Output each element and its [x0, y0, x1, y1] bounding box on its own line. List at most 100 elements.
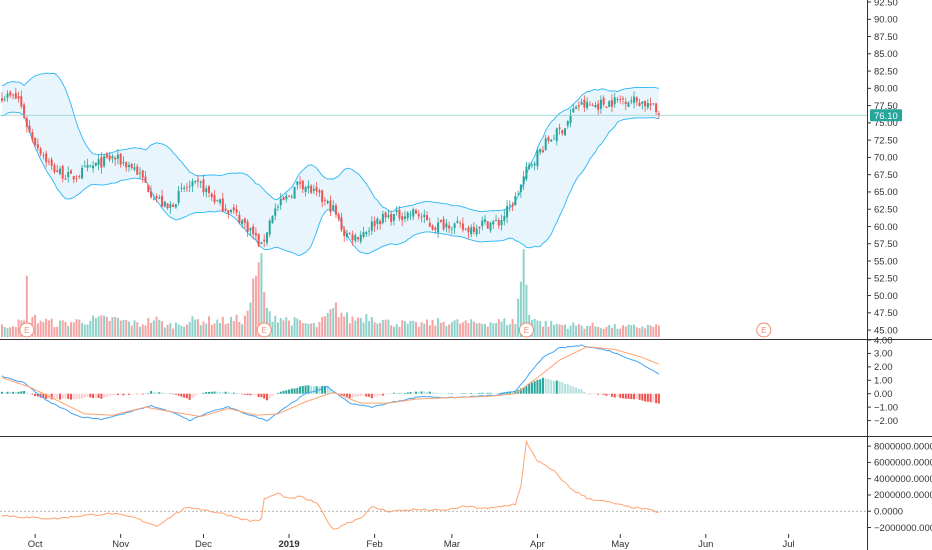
candle-body [78, 176, 81, 177]
candle-body [569, 114, 572, 124]
volume-bar [78, 319, 81, 337]
volume-bar [17, 319, 20, 337]
candle-body [94, 162, 97, 166]
volume-bar [500, 321, 503, 337]
volume-bar [555, 323, 558, 337]
volume-bar [166, 324, 169, 337]
last-price-label-bg [870, 109, 902, 122]
candle-body [613, 97, 616, 105]
candle-body [530, 164, 533, 166]
macd-histogram-bar [133, 393, 136, 395]
earnings-marker [19, 322, 35, 338]
macd-histogram-bar [188, 393, 191, 400]
candle-body [528, 164, 531, 169]
volume-bar [56, 326, 59, 337]
volume-bar [495, 322, 498, 337]
y-axes[interactable]: 92.50 90.00 87.50 85.00 82.50 80.00 77.50 75.00… [867, 0, 932, 534]
macd-histogram-bar [243, 393, 246, 395]
candle-body [45, 153, 48, 163]
volume-bar [379, 322, 382, 337]
candle-body [346, 233, 348, 238]
macd-histogram-bar [6, 391, 9, 394]
candle-body [533, 163, 536, 166]
volume-bar [417, 326, 420, 337]
candle-body [271, 215, 274, 224]
volume-bar [544, 321, 547, 337]
indicator-line [1, 439, 659, 530]
macd-histogram-bar [241, 393, 244, 395]
volume-bar [122, 319, 125, 337]
macd-histogram-bar [417, 391, 420, 394]
volume-bar [310, 323, 313, 337]
x-axis[interactable]: Oct Nov Dec 2019 Feb Mar Apr May Jun Jul [28, 534, 795, 550]
macd-histogram-bar [453, 393, 456, 395]
macd-histogram-bar [332, 392, 335, 394]
price-axis-tick-label: 67.50 [874, 170, 898, 181]
macd-histogram-bar [624, 393, 627, 399]
macd-histogram-bar [530, 382, 533, 394]
candle-body [390, 213, 393, 222]
macd-histogram-bar [127, 393, 130, 395]
candle-body [185, 187, 188, 189]
indicator-axis-tick-label: 8000000.0000 [874, 441, 932, 452]
candle-body [489, 222, 492, 231]
macd-histogram-bar [252, 393, 255, 396]
candle-body [409, 214, 412, 216]
macd-histogram-bar [92, 393, 95, 399]
volume-bar [263, 292, 266, 337]
candle-body [561, 130, 564, 134]
macd-histogram-bar [290, 388, 293, 394]
candle-body [89, 165, 92, 167]
macd-histogram-bar [274, 393, 277, 395]
candle-body [445, 223, 448, 228]
candle-body [144, 176, 147, 183]
macd-histogram-bar [130, 393, 133, 395]
macd-histogram-bar [381, 393, 384, 396]
macd-histogram-bar [158, 392, 161, 394]
macd-histogram-bar [326, 385, 329, 394]
volume-bar [83, 324, 86, 337]
volume-bar [180, 325, 183, 337]
macd-histogram-bar [403, 392, 406, 394]
macd-histogram-bar [232, 392, 235, 394]
macd-histogram-bar [649, 393, 652, 403]
price-axis-tick-label: 62.50 [874, 205, 898, 216]
macd-histogram-bar [213, 391, 216, 394]
volume-bar [274, 315, 277, 337]
candle-body [232, 207, 235, 211]
candle-body [461, 223, 464, 230]
candle-body [508, 204, 511, 206]
macd-histogram-bar [588, 393, 591, 395]
volume-bar [70, 322, 72, 337]
macd-histogram-bar [97, 393, 100, 398]
volume-bar [185, 324, 188, 337]
candle-body [470, 227, 473, 235]
candle-body [517, 194, 520, 195]
volume-bar [150, 323, 153, 337]
candle-body [174, 204, 177, 208]
macd-histogram-bar [390, 393, 393, 394]
candle-body [644, 100, 647, 107]
macd-histogram-bar [357, 393, 360, 397]
candle-body [544, 138, 547, 150]
volume-bar [235, 314, 238, 337]
x-axis-tick-label: Nov [112, 539, 129, 550]
volume-bar [403, 321, 406, 337]
macd-axis-tick-label: 4.00 [874, 335, 893, 346]
volume-bar [497, 319, 500, 337]
volume-bar [108, 320, 111, 337]
macd-histogram-bar [299, 386, 302, 394]
macd-histogram-bar [125, 393, 128, 395]
volume-bar [539, 321, 542, 337]
candle-body [412, 209, 415, 217]
candle-body [641, 101, 644, 104]
volume-bar [467, 323, 470, 337]
macd-histogram-bar [191, 393, 194, 398]
volume-bar [511, 319, 514, 337]
volume-bar [288, 320, 291, 337]
candle-body [299, 181, 302, 184]
candle-body [426, 215, 429, 221]
macd-histogram-bar [412, 392, 415, 394]
macd-histogram-bar [268, 393, 271, 399]
